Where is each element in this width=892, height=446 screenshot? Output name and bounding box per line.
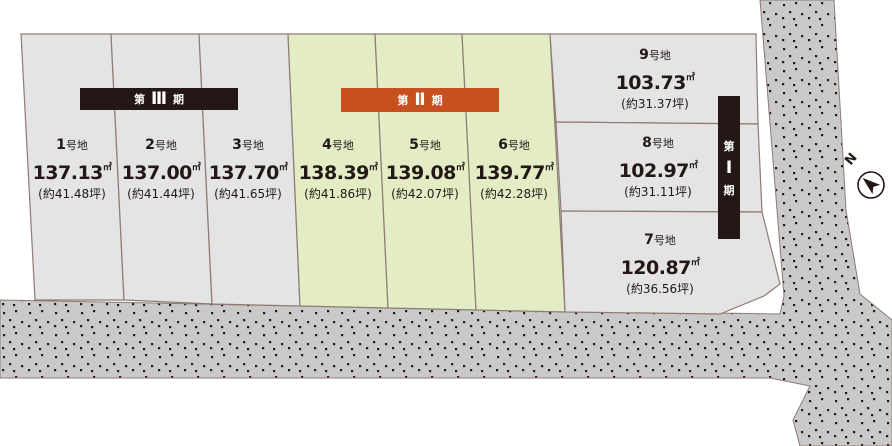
phase2-bar: [341, 88, 499, 112]
lot-tsubo: (約42.28坪): [480, 187, 548, 201]
area-unit: ㎡: [278, 163, 288, 173]
lot-8-info: 8号地 102.97㎡ (約31.11坪): [603, 134, 713, 201]
lot-2-info: 2号地 137.00㎡ (約41.44坪): [111, 136, 211, 203]
lot-suffix: 号地: [507, 139, 530, 152]
area-unit: ㎡: [685, 73, 695, 83]
lot-4-info: 4号地 138.39㎡ (約41.86坪): [288, 136, 388, 203]
lot-suffix: 号地: [651, 137, 674, 150]
lot-number: 8: [642, 135, 652, 151]
lot-6-info: 6号地 139.77㎡ (約42.28坪): [464, 136, 564, 203]
lot-tsubo: (約42.07坪): [391, 187, 459, 201]
lot-area: 137.13: [32, 162, 104, 184]
lot-number: 5: [409, 137, 419, 153]
lot-area: 137.70: [208, 162, 280, 184]
lot-suffix: 号地: [241, 139, 264, 152]
lot-9-info: 9号地 103.73㎡ (約31.37坪): [600, 46, 710, 113]
lot-area: 102.97: [618, 160, 690, 182]
lot-7-info: 7号地 120.87㎡ (約36.56坪): [605, 231, 715, 298]
phase1-bar: [718, 96, 740, 239]
lot-5-info: 5号地 139.08㎡ (約42.07坪): [375, 136, 475, 203]
lot-number: 1: [56, 137, 66, 153]
area-unit: ㎡: [544, 163, 554, 173]
lot-suffix: 号地: [65, 139, 88, 152]
lot-area: 120.87: [620, 257, 692, 279]
area-unit: ㎡: [102, 163, 112, 173]
lot-number: 4: [322, 137, 332, 153]
lot-tsubo: (約41.65坪): [214, 187, 282, 201]
lot-area: 137.00: [121, 162, 193, 184]
lot-tsubo: (約31.11坪): [624, 185, 692, 199]
lot-suffix: 号地: [418, 139, 441, 152]
lot-tsubo: (約41.48坪): [38, 187, 106, 201]
lot-area: 139.77: [474, 162, 546, 184]
area-unit: ㎡: [690, 258, 700, 268]
lot-suffix: 号地: [154, 139, 177, 152]
lot-tsubo: (約41.44坪): [127, 187, 195, 201]
lot-number: 2: [145, 137, 155, 153]
lot-area: 138.39: [298, 162, 370, 184]
lot-3-info: 3号地 137.70㎡ (約41.65坪): [198, 136, 298, 203]
lot-suffix: 号地: [653, 234, 676, 247]
north-arrow-icon: [857, 171, 885, 199]
lot-area: 103.73: [615, 72, 687, 94]
phase3-bar: [80, 88, 238, 110]
lot-tsubo: (約31.37坪): [621, 97, 689, 111]
lot-tsubo: (約41.86坪): [304, 187, 372, 201]
area-unit: ㎡: [688, 161, 698, 171]
lot-tsubo: (約36.56坪): [626, 282, 694, 296]
area-unit: ㎡: [368, 163, 378, 173]
lot-1-info: 1号地 137.13㎡ (約41.48坪): [22, 136, 122, 203]
lot-number: 3: [232, 137, 242, 153]
lot-area: 139.08: [385, 162, 457, 184]
lot-suffix: 号地: [331, 139, 354, 152]
lot-number: 6: [498, 137, 508, 153]
lot-suffix: 号地: [648, 49, 671, 62]
lot-number: 7: [644, 232, 654, 248]
lot-number: 9: [639, 47, 649, 63]
area-unit: ㎡: [455, 163, 465, 173]
area-unit: ㎡: [191, 163, 201, 173]
